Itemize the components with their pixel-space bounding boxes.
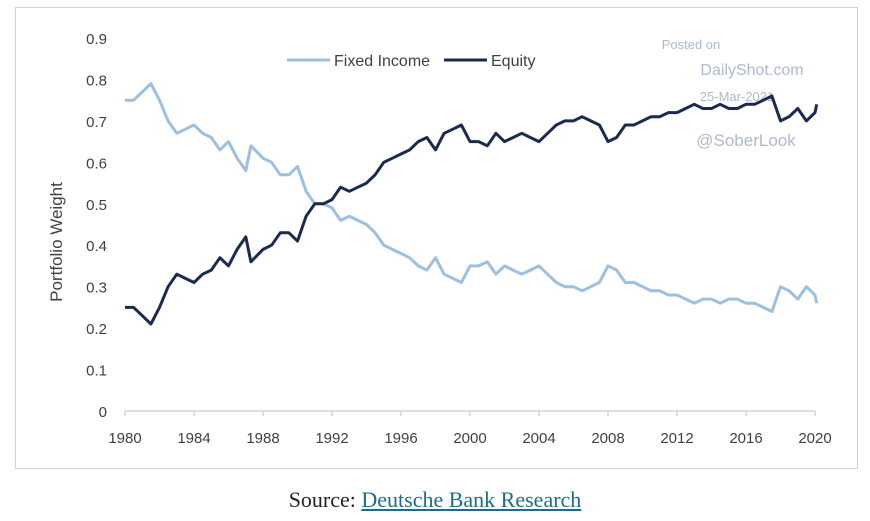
x-tick-label: 1992 bbox=[315, 430, 348, 447]
y-tick-label: 0.3 bbox=[86, 280, 107, 297]
legend: Fixed Income Equity bbox=[287, 53, 535, 70]
line-chart: 00.10.20.30.40.50.60.70.80.9 1980 1984 198… bbox=[47, 31, 832, 447]
legend-label-equity: Equity bbox=[491, 53, 535, 70]
y-tick-label: 0.4 bbox=[86, 238, 107, 255]
series-layer bbox=[125, 82, 819, 326]
watermark-handle: @SoberLook bbox=[696, 131, 796, 150]
y-tick-label: 0 bbox=[99, 404, 107, 421]
x-tick-label: 2004 bbox=[522, 430, 555, 447]
y-tick-label: 0.2 bbox=[86, 321, 107, 338]
chart-frame bbox=[15, 7, 858, 469]
x-tick-label: 1988 bbox=[246, 430, 279, 447]
x-tick-label: 1996 bbox=[384, 430, 417, 447]
series-line-fixed-income bbox=[125, 82, 819, 313]
y-tick-label: 0.1 bbox=[86, 363, 107, 380]
x-tick-label: 1980 bbox=[108, 430, 141, 447]
y-tick-label: 0.5 bbox=[86, 197, 107, 214]
y-tick-label: 0.6 bbox=[86, 155, 107, 172]
y-tick-label: 0.9 bbox=[86, 31, 107, 48]
x-tick-label: 2012 bbox=[660, 430, 693, 447]
watermark-site: DailyShot.com bbox=[700, 62, 803, 79]
source-caption: Source: Deutsche Bank Research bbox=[0, 487, 870, 513]
y-axis-label: Portfolio Weight bbox=[47, 182, 66, 302]
x-tick-label: 2008 bbox=[591, 430, 624, 447]
x-tick-label: 2000 bbox=[453, 430, 486, 447]
source-link[interactable]: Deutsche Bank Research bbox=[361, 487, 582, 512]
x-tick-label: 2020 bbox=[798, 430, 831, 447]
y-tick-label: 0.7 bbox=[86, 114, 107, 131]
y-axis-ticks: 0 0.1 0.2 0.3 0.4 0.5 0.6 0.7 0.8 0.9 bbox=[86, 31, 107, 421]
watermark-posted-on: Posted on bbox=[662, 37, 721, 52]
series-line-equity bbox=[125, 94, 819, 326]
watermark-date: 25-Mar-2021 bbox=[700, 89, 774, 104]
x-axis-ticks: 1980 1984 1988 1992 1996 2000 2004 2008 2012 2016… bbox=[108, 411, 832, 447]
x-tick-label: 1984 bbox=[177, 430, 210, 447]
legend-label-fixed-income: Fixed Income bbox=[334, 53, 430, 70]
y-tick-label: 0.8 bbox=[86, 72, 107, 89]
source-prefix: Source: bbox=[288, 487, 362, 512]
x-tick-label: 2016 bbox=[729, 430, 762, 447]
